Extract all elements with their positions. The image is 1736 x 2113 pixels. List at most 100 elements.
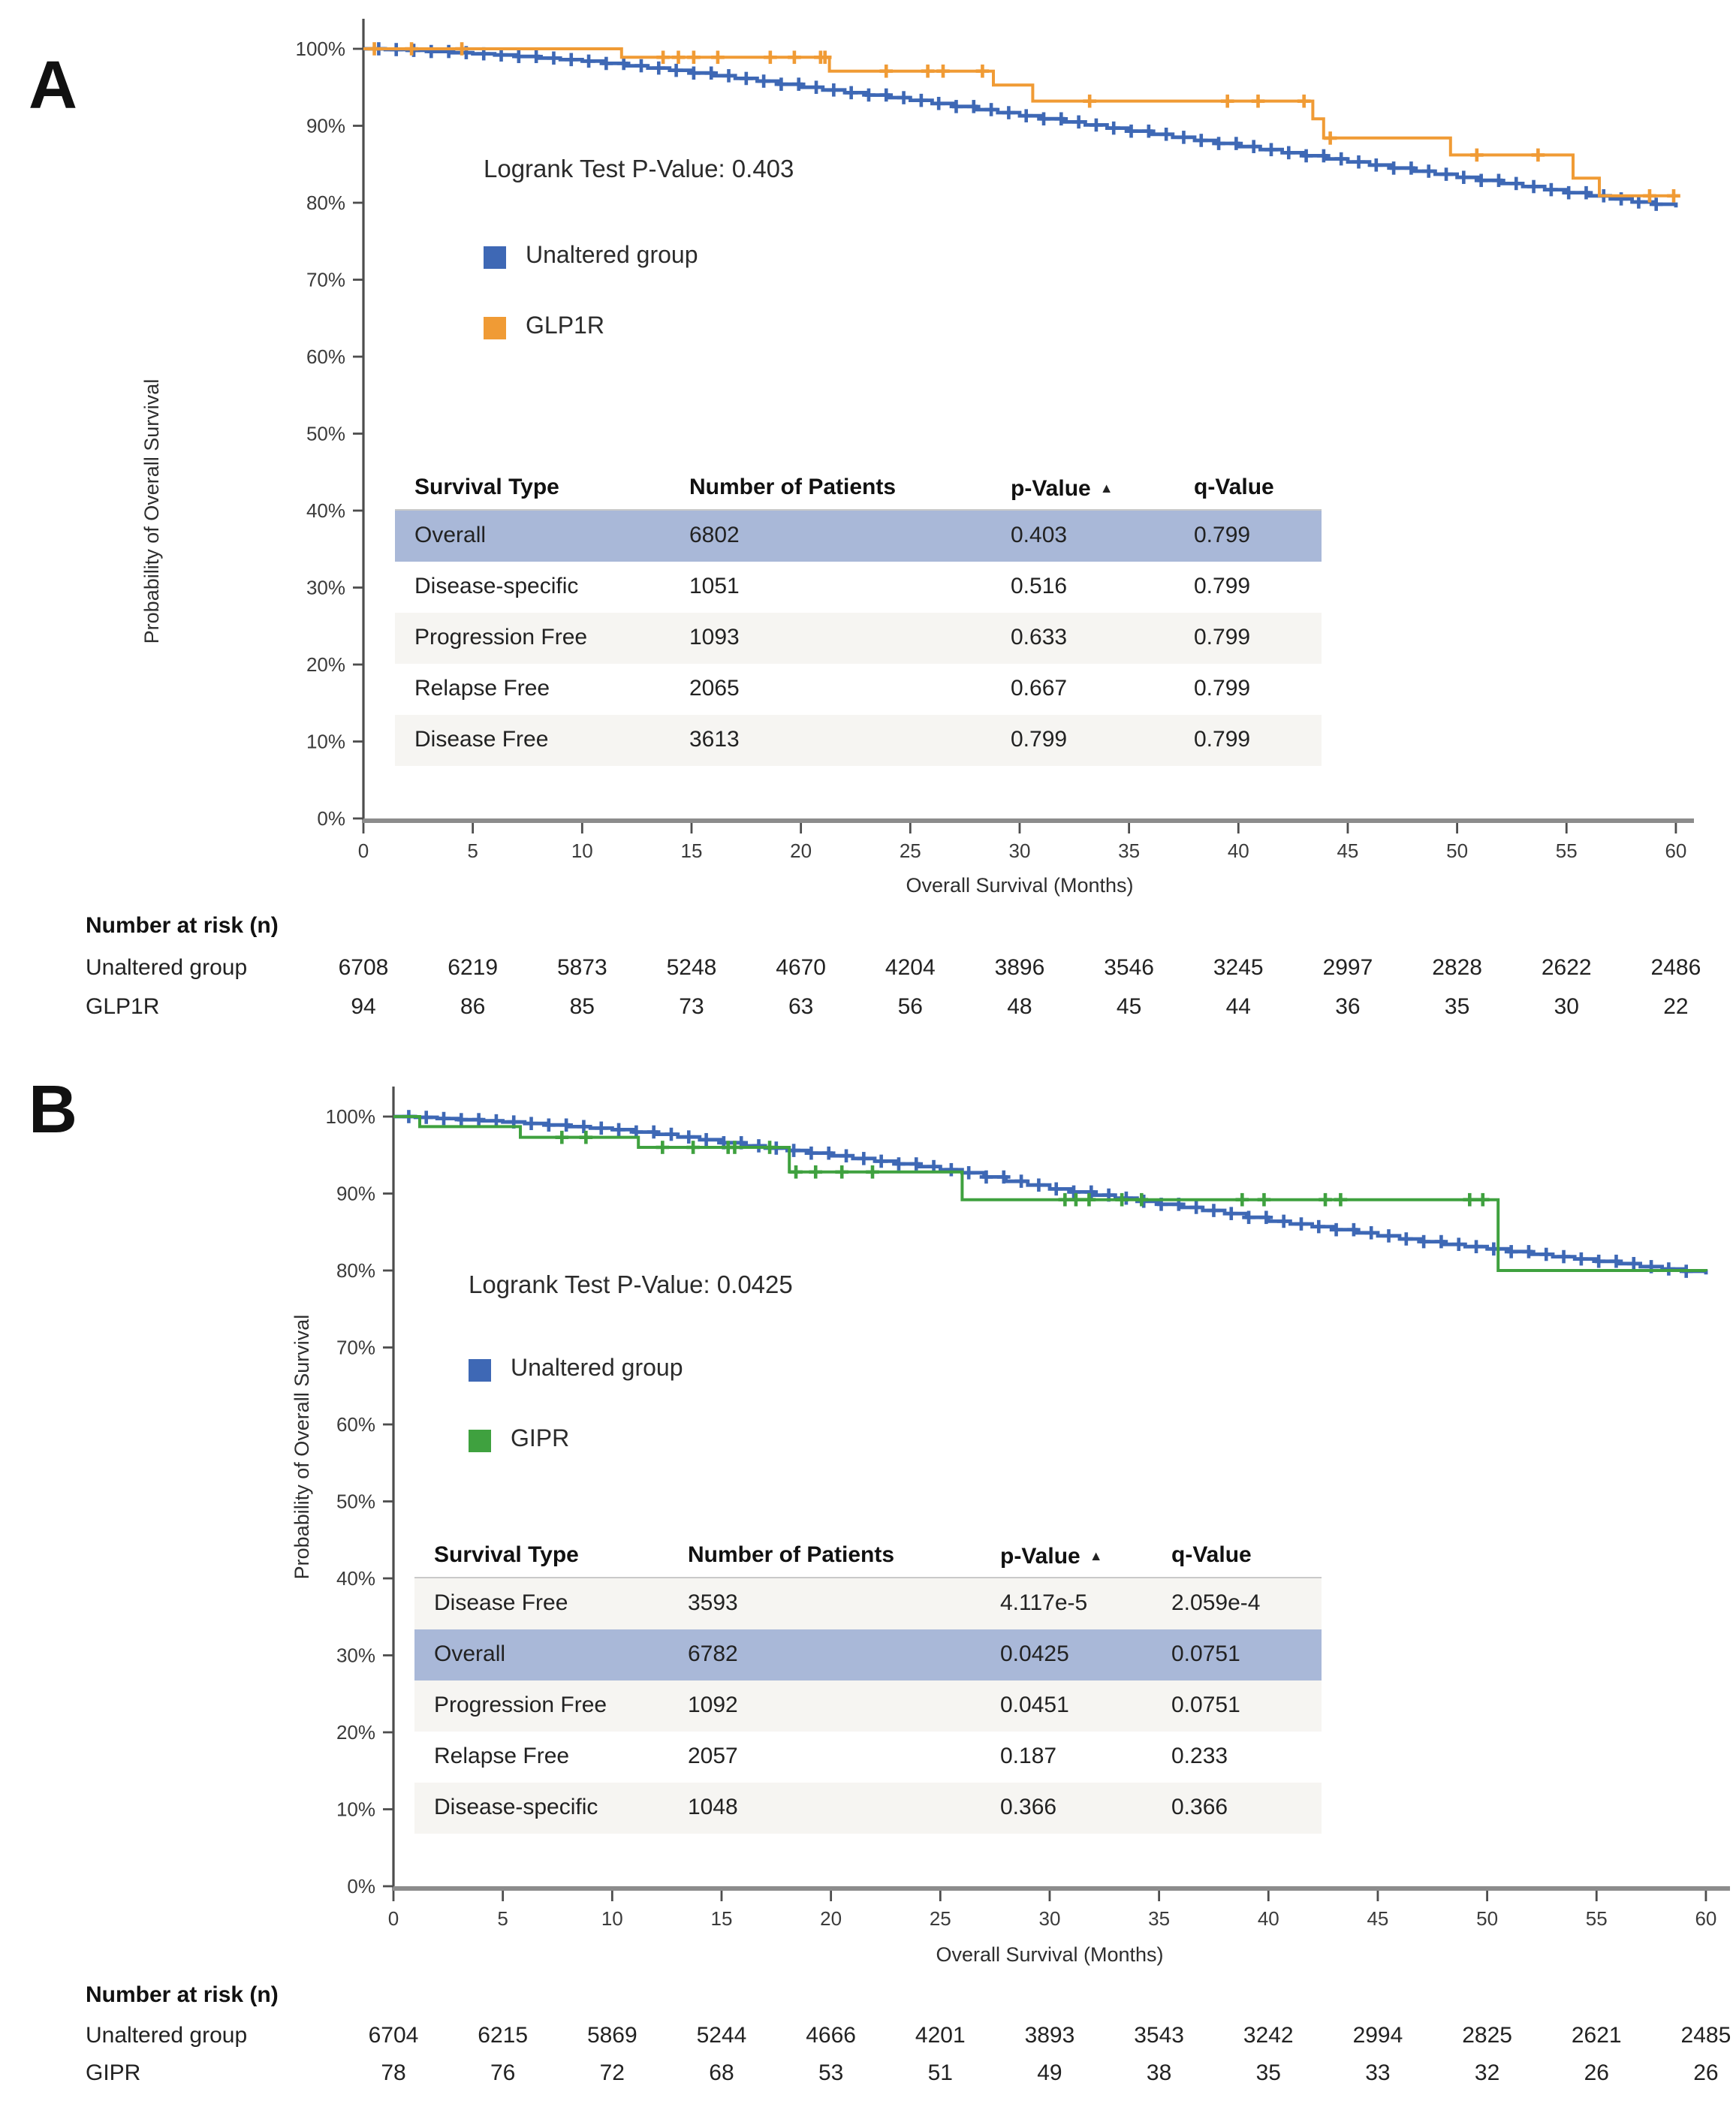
cell-q-value: 2.059e-4 — [1171, 1590, 1261, 1616]
cell-number-of-patients: 1093 — [689, 625, 740, 650]
survival-type-row-disease-specific[interactable]: Disease-specific 1048 0.366 0.366 — [414, 1783, 1322, 1834]
legend-item-gipr: GIPR — [469, 1424, 569, 1457]
y-tick-label: 100% — [296, 38, 346, 60]
cell-p-value: 0.403 — [1011, 523, 1068, 548]
x-tick-label: 35 — [1118, 839, 1140, 862]
at-risk-value: 5873 — [556, 955, 607, 981]
cell-survival-type: Progression Free — [414, 625, 588, 650]
at-risk-value: 35 — [1255, 2060, 1281, 2086]
stats-table-header: Survival Type Number of Patients p-Value ▲ q… — [414, 1533, 1322, 1578]
cell-survival-type: Relapse Free — [414, 676, 550, 701]
survival-stats-table: Survival Type Number of Patients p-Value ▲ q… — [414, 1533, 1322, 1834]
censor-marks-gipr — [555, 1130, 1490, 1207]
cell-p-value: 0.516 — [1011, 574, 1068, 599]
survival-type-row-disease-free[interactable]: Disease Free 3613 0.799 0.799 — [395, 715, 1322, 766]
at-risk-value: 4201 — [915, 2023, 966, 2048]
at-risk-value: 36 — [1335, 994, 1361, 1020]
survival-stats-table: Survival Type Number of Patients p-Value ▲ q… — [395, 466, 1322, 766]
x-tick-label: 5 — [497, 1907, 508, 1930]
cell-number-of-patients: 2065 — [689, 676, 740, 701]
survival-type-row-relapse-free[interactable]: Relapse Free 2065 0.667 0.799 — [395, 664, 1322, 715]
survival-type-row-disease-free[interactable]: Disease Free 3593 4.117e-5 2.059e-4 — [414, 1578, 1322, 1629]
y-tick-label: 80% — [336, 1259, 375, 1282]
at-risk-value: 5244 — [696, 2023, 747, 2048]
cell-survival-type: Overall — [434, 1641, 506, 1667]
y-tick-label: 70% — [336, 1337, 375, 1359]
column-header-p-value[interactable]: p-Value ▲ — [1000, 1544, 1103, 1569]
x-tick-label: 40 — [1258, 1907, 1279, 1930]
censor-marks-unaltered-group — [372, 42, 1663, 211]
at-risk-value: 26 — [1693, 2060, 1719, 2086]
at-risk-value: 38 — [1146, 2060, 1172, 2086]
column-header-p-value[interactable]: p-Value ▲ — [1011, 476, 1114, 502]
x-tick-label: 0 — [358, 839, 369, 862]
at-risk-group-label: GIPR — [86, 2060, 141, 2086]
cell-q-value: 0.799 — [1194, 727, 1251, 752]
at-risk-value: 4204 — [885, 955, 936, 981]
survival-type-row-progression-free[interactable]: Progression Free 1093 0.633 0.799 — [395, 613, 1322, 664]
x-tick-label: 55 — [1556, 839, 1578, 862]
at-risk-value: 45 — [1116, 994, 1142, 1020]
x-axis-title: Overall Survival (Months) — [936, 1943, 1164, 1966]
at-risk-value: 2486 — [1650, 955, 1701, 981]
x-tick-label: 30 — [1038, 1907, 1060, 1930]
at-risk-value: 76 — [490, 2060, 516, 2086]
at-risk-value: 94 — [351, 994, 376, 1020]
survival-type-row-overall[interactable]: Overall 6782 0.0425 0.0751 — [414, 1629, 1322, 1680]
column-header-number-of-patients[interactable]: Number of Patients — [688, 1542, 895, 1568]
x-tick-label: 50 — [1446, 839, 1468, 862]
survival-type-row-overall[interactable]: Overall 6802 0.403 0.799 — [395, 511, 1322, 562]
cell-survival-type: Disease Free — [434, 1590, 568, 1616]
legend-label: GIPR — [511, 1427, 570, 1452]
at-risk-value: 78 — [381, 2060, 406, 2086]
cell-p-value: 0.667 — [1011, 676, 1068, 701]
x-tick-label: 0 — [388, 1907, 399, 1930]
y-tick-label: 70% — [306, 269, 345, 291]
y-axis-title: Probability of Overall Survival — [140, 378, 163, 644]
at-risk-value: 68 — [709, 2060, 734, 2086]
cell-p-value: 0.366 — [1000, 1795, 1057, 1820]
at-risk-value: 3245 — [1213, 955, 1264, 981]
column-header-number-of-patients[interactable]: Number of Patients — [689, 475, 897, 500]
at-risk-value: 22 — [1663, 994, 1689, 1020]
cell-q-value: 0.233 — [1171, 1744, 1228, 1769]
cell-p-value: 0.633 — [1011, 625, 1068, 650]
y-axis-title: Probability of Overall Survival — [291, 1314, 313, 1580]
panel-a-label: A — [29, 47, 79, 123]
column-header-survival-type[interactable]: Survival Type — [414, 475, 559, 500]
column-header-q-value[interactable]: q-Value — [1194, 475, 1274, 500]
cell-q-value: 0.0751 — [1171, 1641, 1240, 1667]
legend-label: Unaltered group — [526, 243, 698, 269]
at-risk-value: 2622 — [1541, 955, 1592, 981]
at-risk-value: 72 — [599, 2060, 625, 2086]
survival-type-row-disease-specific[interactable]: Disease-specific 1051 0.516 0.799 — [395, 562, 1322, 613]
at-risk-value: 2997 — [1322, 955, 1373, 981]
survival-type-row-progression-free[interactable]: Progression Free 1092 0.0451 0.0751 — [414, 1680, 1322, 1732]
cell-number-of-patients: 1048 — [688, 1795, 738, 1820]
sort-ascending-icon: ▲ — [1099, 481, 1114, 496]
column-header-survival-type[interactable]: Survival Type — [434, 1542, 579, 1568]
cell-survival-type: Overall — [414, 523, 487, 548]
column-header-q-value[interactable]: q-Value — [1171, 1542, 1252, 1568]
cell-survival-type: Disease Free — [414, 727, 549, 752]
at-risk-value: 3543 — [1134, 2023, 1184, 2048]
km-curve-glp1r — [363, 47, 1676, 197]
sort-ascending-icon: ▲ — [1089, 1548, 1103, 1563]
y-tick-label: 60% — [306, 345, 345, 368]
x-tick-label: 55 — [1586, 1907, 1608, 1930]
x-tick-label: 15 — [711, 1907, 733, 1930]
at-risk-value: 51 — [927, 2060, 953, 2086]
cell-survival-type: Disease-specific — [434, 1795, 598, 1820]
x-tick-label: 20 — [790, 839, 812, 862]
x-tick-label: 60 — [1665, 839, 1686, 862]
cell-p-value: 0.187 — [1000, 1744, 1057, 1769]
cell-q-value: 0.799 — [1194, 625, 1251, 650]
survival-type-row-relapse-free[interactable]: Relapse Free 2057 0.187 0.233 — [414, 1732, 1322, 1783]
stats-table-header: Survival Type Number of Patients p-Value ▲ q… — [395, 466, 1322, 511]
unaltered-group-swatch — [469, 1358, 491, 1381]
logrank-pvalue-text: Logrank Test P-Value: 0.403 — [484, 156, 794, 183]
at-risk-value: 2825 — [1462, 2023, 1512, 2048]
at-risk-value: 49 — [1037, 2060, 1062, 2086]
cell-survival-type: Disease-specific — [414, 574, 579, 599]
